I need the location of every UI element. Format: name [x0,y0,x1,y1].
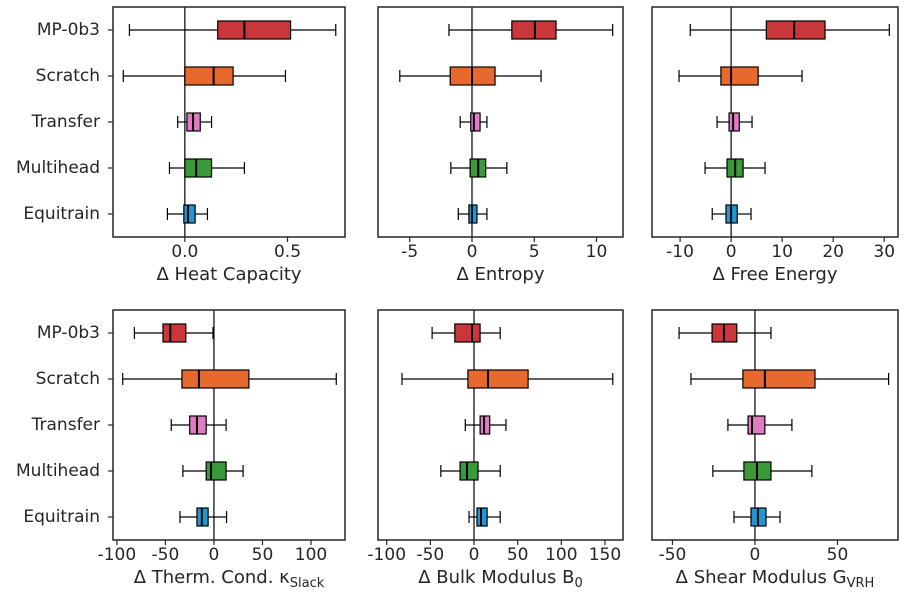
axes-frame [377,309,624,541]
x-tick-label: 0.5 [274,242,301,262]
box [467,369,529,389]
x-tick-label: -50 [659,545,687,565]
axes-frame [651,309,899,541]
x-tick-label: -5 [401,242,418,262]
box [181,369,250,389]
x-tick-label: 0 [467,242,478,262]
x-axis-label: Δ Heat Capacity [156,264,301,285]
box [454,323,481,343]
x-tick-label: 0 [209,545,220,565]
axes-frame [377,6,624,238]
x-tick-label: 5 [529,242,540,262]
x-tick-label: -50 [416,545,444,565]
x-tick-label: -50 [152,545,180,565]
box [747,415,766,435]
y-tick-label: Transfer [31,112,100,132]
box [765,20,826,40]
box [205,461,227,481]
y-tick-label: MP-0b3 [37,20,100,40]
axes-frame [651,6,899,238]
y-tick-label: Scratch [36,66,100,86]
x-label-text: Δ Entropy [457,264,545,285]
x-label-text: Δ Bulk Modulus B [418,567,574,588]
x-tick-label: -10 [666,242,694,262]
box [720,66,759,86]
x-axis-label: Δ Bulk Modulus B0 [418,567,582,591]
x-tick-label: -100 [98,545,137,565]
box [162,323,187,343]
x-axis-label: Δ Free Energy [713,264,838,285]
y-tick-label: MP-0b3 [37,323,100,343]
x-tick-label: 0 [726,242,737,262]
x-label-subscript: VRH [847,576,875,591]
x-tick-label: 30 [873,242,895,262]
panel: -100 -50 0 50 100 MP-0b3 Scratch Transfer Multih… [16,309,346,591]
x-tick-label: 0.0 [171,242,198,262]
box [742,369,816,389]
x-tick-label: 20 [822,242,844,262]
y-tick-label: Equitrain [23,204,100,224]
panel: 0.0 0.5 MP-0b3 Scratch Transfer Multihead Equi… [16,6,346,285]
axes-frame [112,6,346,238]
panel: -5 0 5 10 Δ Entropy [377,6,624,285]
panel: -50 0 50Δ Shear Modulus GVRH [651,309,899,591]
panel: -10 0 10 20 30 Δ Free Energy [651,6,899,285]
x-tick-label: -100 [367,545,406,565]
x-axis-label: Δ Entropy [457,264,545,285]
x-axis-label: Δ Therm. Cond. κSlack [134,567,325,591]
x-tick-label: 50 [507,545,529,565]
box [728,112,740,132]
box [217,20,292,40]
x-label-text: Δ Free Energy [713,264,838,285]
y-tick-label: Multihead [16,158,100,178]
x-label-text: Δ Therm. Cond. κ [134,567,290,588]
x-tick-label: 50 [827,545,849,565]
x-label-subscript: Slack [290,576,325,591]
box [470,112,481,132]
x-tick-label: 50 [252,545,274,565]
y-tick-label: Equitrain [23,507,100,527]
axes-frame [112,309,346,541]
box [476,507,488,527]
x-tick-label: 10 [586,242,608,262]
x-tick-label: 150 [589,545,621,565]
box [459,461,479,481]
y-tick-label: Transfer [31,415,100,435]
box [184,66,234,86]
x-tick-label: 100 [545,545,577,565]
box [184,158,213,178]
x-axis-label: Δ Shear Modulus GVRH [676,567,875,591]
panel: -100 -50 0 50 100 150 Δ Bulk Modulus B0 [367,309,624,591]
x-tick-label: 100 [295,545,327,565]
x-label-subscript: 0 [574,576,582,591]
x-label-text: Δ Shear Modulus G [676,567,847,588]
x-tick-label: 0 [469,545,480,565]
y-tick-label: Multihead [16,461,100,481]
x-label-text: Δ Heat Capacity [156,264,301,285]
box [183,204,196,224]
x-tick-label: 10 [771,242,793,262]
x-tick-label: 0 [750,545,761,565]
y-tick-label: Scratch [36,369,100,389]
